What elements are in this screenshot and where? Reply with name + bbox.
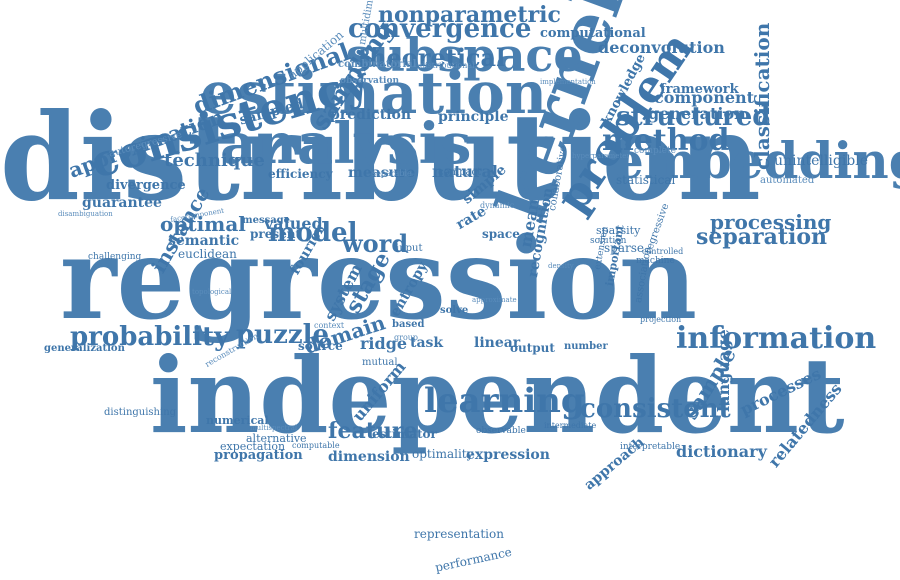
word-efficiency: efficiency (268, 167, 333, 181)
word-estimator: estimator (372, 427, 437, 441)
word-context: context (314, 321, 345, 330)
word-computable: computable (292, 441, 340, 450)
word-valued: valued (264, 214, 323, 233)
word-approximate: approximate (472, 296, 517, 304)
word-component: component (654, 88, 755, 107)
word-dictionary: dictionary (676, 442, 767, 461)
word-prediction: prediction (330, 107, 412, 123)
word-machine: machine (636, 256, 675, 266)
word-subspace: subspace (346, 28, 583, 82)
word-estimation: estimation (200, 59, 548, 127)
word-dimension: dimension (328, 449, 410, 465)
word-observable: observable (476, 426, 526, 436)
word-source: source (298, 339, 343, 353)
word-distinguishing: distinguishing (104, 407, 177, 418)
word-complete: complete (634, 146, 676, 156)
word-solve: solve (440, 305, 469, 316)
word-space: space (482, 227, 520, 241)
word-embedding: embedding (612, 131, 900, 190)
word-implementation: implementation (540, 78, 596, 86)
word-interpretable: interpretable (620, 442, 681, 452)
word-sparse: sparse (604, 241, 644, 255)
word-technique: technique (164, 150, 265, 171)
word-principle: principle (438, 109, 509, 125)
word-natural: natural (432, 162, 498, 181)
word-sparsity: sparsity (596, 224, 641, 237)
word-puzzle: puzzle (236, 320, 330, 350)
word-challenging: challenging (88, 252, 142, 262)
word-task: task (410, 335, 444, 351)
word-separable: separable (372, 169, 412, 178)
word-information: information (676, 321, 877, 356)
word-input: input (396, 243, 423, 254)
word-feature: feature (328, 418, 418, 444)
word-expectation: expectation (220, 440, 286, 453)
word-optimal: optimal (160, 212, 246, 236)
word-disambiguation: disambiguation (58, 210, 113, 218)
word-theoretical: theoretical (358, 43, 506, 72)
word-semantic: semantic (168, 233, 240, 249)
word-multispectral: multispectral (250, 424, 298, 432)
word-compact: compact (438, 167, 482, 178)
word-measure: measure (348, 165, 416, 181)
word-euclidean: euclidean (178, 247, 237, 261)
word-expression: expression (466, 447, 550, 463)
word-propagation: propagation (214, 448, 303, 463)
word-word: word (342, 229, 409, 258)
word-nonparametric: nonparametric (378, 2, 561, 28)
word-probability: probability (70, 322, 230, 352)
word-unintelligible: unintelligible (774, 153, 869, 169)
word-hyperparameter: hyperparameter (572, 152, 630, 160)
word-linear: linear (474, 335, 521, 351)
word-computational: computational (540, 26, 646, 41)
word-numerical: numerical (206, 414, 269, 427)
word-intermediate: intermediate (544, 421, 597, 430)
word-based: based (392, 319, 425, 330)
word-solution: solution (590, 236, 627, 246)
word-learning: learning (424, 381, 585, 421)
word-distribution: distribution (0, 87, 761, 228)
word-mutual: mutual (362, 357, 398, 368)
word-dynamic: dynamic (480, 201, 515, 210)
word-performance: performance (433, 544, 514, 575)
word-representation: representation (414, 527, 504, 541)
word-model: model (268, 218, 358, 248)
word-distributional: distributional (420, 61, 475, 70)
word-statistical: statistical (616, 173, 676, 187)
word-projection: projection (640, 315, 682, 324)
word-convergence: convergence (348, 14, 532, 44)
word-guarantee: guarantee (82, 195, 162, 211)
word-independent: independent (150, 334, 845, 457)
word-deconvolution: deconvolution (598, 38, 725, 57)
word-number: number (564, 341, 608, 352)
word-group: group (394, 333, 419, 342)
word-processing: processing (710, 210, 832, 234)
word-language: language (714, 329, 733, 412)
word-alternative: alternative (246, 432, 307, 445)
word-topological: topological (192, 288, 232, 296)
word-regression: regression (60, 214, 698, 345)
word-classification: classification (750, 22, 774, 170)
word-generalization: generalization (44, 343, 125, 354)
word-divergence: divergence (106, 178, 186, 193)
word-controlled: controlled (642, 247, 684, 256)
word-ridge: ridge (360, 334, 408, 353)
word-output: output (510, 341, 555, 355)
word-present: present (250, 227, 302, 241)
word-separation: separation (696, 224, 828, 250)
word-consistent: consistent (580, 394, 731, 424)
word-structured: structured (616, 102, 771, 132)
word-automated: automated (760, 175, 815, 186)
word-generation: generation (648, 104, 746, 123)
word-optimality: optimality (412, 447, 474, 461)
word-density: density (548, 262, 574, 270)
word-framework: framework (660, 82, 739, 97)
word-analysis: analysis (220, 111, 472, 177)
word-combinatorial: combinatorial (338, 59, 417, 70)
word-message: message (242, 215, 291, 226)
word-observation: observation (340, 76, 400, 86)
word-method: method (602, 123, 730, 158)
